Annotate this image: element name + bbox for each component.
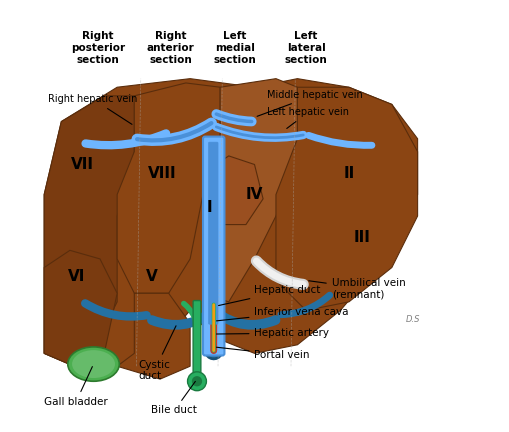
Text: Middle hepatic vein: Middle hepatic vein [257, 90, 363, 116]
Polygon shape [203, 79, 297, 302]
Ellipse shape [68, 347, 119, 381]
Text: VIII: VIII [148, 165, 177, 181]
Text: Right
anterior
section: Right anterior section [147, 32, 194, 65]
Polygon shape [203, 156, 263, 225]
FancyArrowPatch shape [137, 123, 211, 140]
Text: II: II [343, 165, 355, 181]
Ellipse shape [72, 350, 115, 378]
Text: V: V [146, 269, 157, 283]
Text: VI: VI [68, 269, 85, 283]
Text: Cystic
duct: Cystic duct [138, 326, 176, 381]
Text: Left hepatic vein: Left hepatic vein [267, 107, 349, 128]
FancyBboxPatch shape [193, 301, 201, 389]
Text: Left
medial
section: Left medial section [214, 32, 257, 65]
Text: Portal vein: Portal vein [216, 347, 310, 360]
Text: III: III [353, 230, 370, 245]
Polygon shape [117, 83, 220, 293]
Polygon shape [44, 250, 117, 366]
FancyArrowPatch shape [257, 261, 303, 284]
FancyArrowPatch shape [281, 295, 330, 314]
Text: Hepatic artery: Hepatic artery [216, 328, 329, 338]
Text: I: I [207, 200, 212, 215]
Text: Bile duct: Bile duct [152, 381, 197, 416]
FancyArrowPatch shape [216, 127, 303, 138]
Text: Left
lateral
section: Left lateral section [285, 32, 327, 65]
FancyBboxPatch shape [209, 142, 218, 324]
Text: IV: IV [246, 187, 263, 202]
Text: D.S: D.S [406, 314, 420, 324]
FancyArrowPatch shape [216, 312, 275, 325]
Polygon shape [44, 96, 134, 366]
FancyArrowPatch shape [184, 304, 197, 334]
Text: VII: VII [71, 157, 94, 172]
Text: Inferior vena cava: Inferior vena cava [216, 307, 349, 321]
Polygon shape [117, 293, 190, 379]
FancyArrowPatch shape [85, 303, 147, 317]
Text: Right
posterior
section: Right posterior section [71, 32, 125, 65]
Text: Hepatic duct: Hepatic duct [218, 285, 321, 305]
Circle shape [192, 376, 202, 386]
FancyArrowPatch shape [216, 114, 252, 121]
FancyArrowPatch shape [308, 135, 372, 145]
Text: Gall bladder: Gall bladder [44, 367, 108, 407]
Text: Right hepatic vein: Right hepatic vein [48, 94, 138, 124]
FancyArrowPatch shape [216, 114, 252, 121]
FancyArrowPatch shape [216, 127, 303, 138]
FancyArrowPatch shape [137, 123, 211, 140]
Circle shape [187, 372, 207, 391]
FancyArrowPatch shape [257, 261, 303, 284]
Text: Umbilical vein
(remnant): Umbilical vein (remnant) [309, 278, 406, 300]
FancyArrowPatch shape [86, 133, 166, 145]
FancyBboxPatch shape [203, 137, 224, 356]
FancyArrowPatch shape [152, 312, 212, 325]
Polygon shape [44, 79, 417, 366]
Polygon shape [276, 87, 417, 311]
